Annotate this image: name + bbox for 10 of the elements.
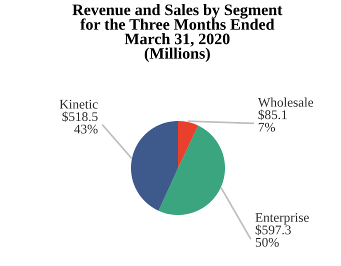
data-label: $518.5 43% [62,111,98,134]
chart-title: Revenue and Sales by Segment for the Three Months Ended March 31, 2020 (Millions) [72,4,282,62]
slice-label: Wholesale [258,98,314,107]
slice-label: Enterprise [255,213,309,225]
data-label: $597.3 50% [256,224,291,247]
data-label: $85.1 7% [258,110,287,132]
pie-slice [158,126,225,215]
slice-label: Kinetic [60,100,98,109]
pie-slice [131,121,178,211]
pie-slice [178,121,198,168]
